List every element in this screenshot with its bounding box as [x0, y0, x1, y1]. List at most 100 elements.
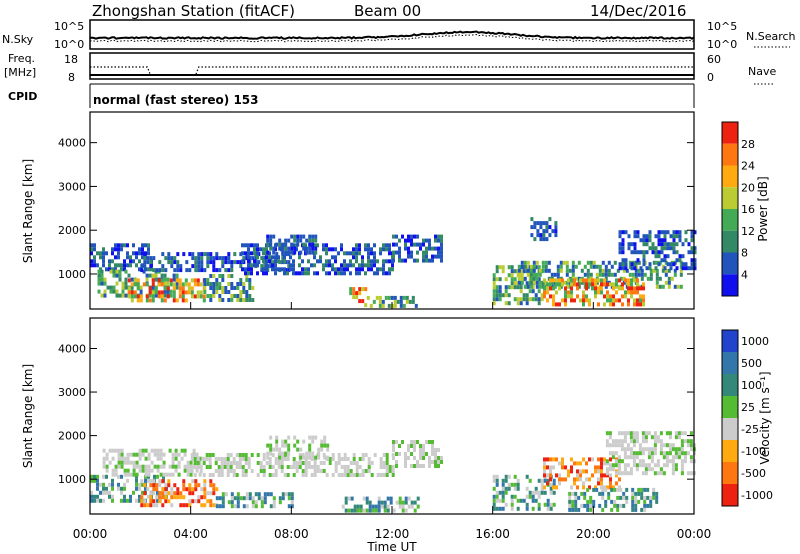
velocity-cell	[135, 464, 139, 469]
velocity-cell	[571, 507, 575, 512]
velocity-cell	[564, 465, 567, 470]
velocity-cell	[568, 491, 572, 496]
power-cell	[146, 260, 150, 265]
power-cell	[355, 247, 358, 252]
velocity-cell	[123, 486, 126, 491]
power-cell	[215, 268, 219, 273]
velocity-cell	[600, 473, 603, 478]
velocity-cell	[614, 471, 618, 476]
power-cell	[126, 263, 129, 268]
power-cell	[90, 263, 93, 268]
velocity-cell	[431, 444, 434, 448]
power-cell	[268, 255, 271, 260]
freq-tick-bottom: 8	[68, 71, 75, 84]
power-cell	[145, 294, 149, 299]
velocity-cell	[149, 503, 153, 508]
velocity-cell	[586, 499, 590, 504]
velocity-cell	[296, 439, 300, 444]
velocity-cell	[371, 504, 375, 509]
power-cell	[242, 282, 246, 286]
power-cell	[112, 285, 116, 290]
velocity-cell	[340, 473, 344, 477]
power-cell	[526, 272, 530, 277]
velocity-cell	[156, 474, 159, 479]
power-cell	[141, 243, 144, 248]
power-cell	[245, 294, 249, 298]
velocity-cell	[156, 468, 160, 473]
power-cell	[175, 278, 179, 283]
power-cell	[583, 264, 587, 269]
velocity-cell	[531, 494, 535, 499]
velocity-cell	[177, 472, 181, 477]
power-cell	[209, 282, 213, 286]
power-cell	[277, 259, 280, 264]
power-cell	[289, 263, 292, 268]
power-cell	[248, 278, 252, 282]
velocity-cell	[236, 500, 240, 505]
velocity-cell	[656, 471, 660, 476]
velocity-ytick-label: 4000	[58, 342, 86, 355]
velocity-cell	[617, 431, 621, 436]
velocity-cell	[295, 465, 299, 469]
power-cell	[504, 301, 508, 306]
velocity-cell	[132, 468, 136, 473]
power-cell	[649, 268, 653, 273]
power-cell	[352, 255, 355, 260]
power-cell	[636, 302, 639, 307]
velocity-cell	[141, 468, 145, 473]
velocity-cell	[552, 502, 556, 507]
power-cell	[256, 271, 259, 276]
velocity-cell	[272, 500, 276, 505]
power-cell	[117, 263, 120, 268]
velocity-cell	[250, 469, 254, 473]
power-cell	[331, 247, 334, 252]
power-cell	[277, 255, 280, 260]
power-cell	[553, 272, 557, 277]
power-cell	[130, 290, 134, 295]
velocity-cell	[386, 496, 390, 501]
velocity-cell	[272, 496, 276, 501]
power-cell	[144, 243, 147, 248]
power-cell	[398, 258, 401, 263]
velocity-cell	[244, 453, 248, 457]
power-cell	[298, 271, 301, 276]
power-cell	[121, 285, 125, 290]
power-cell	[437, 250, 440, 255]
velocity-cell	[158, 479, 162, 484]
velocity-cell	[574, 495, 578, 500]
power-cell	[230, 282, 234, 286]
power-cell	[230, 274, 234, 278]
velocity-cell	[229, 465, 233, 469]
velocity-cell	[238, 453, 242, 457]
power-cell	[358, 287, 362, 292]
power-cell	[262, 251, 265, 256]
velocity-cell	[341, 504, 345, 509]
power-cell	[209, 274, 213, 278]
power-cell	[393, 303, 397, 308]
velocity-cell	[238, 465, 242, 469]
freq-lines	[90, 66, 694, 76]
velocity-cell	[671, 447, 675, 452]
velocity-cell	[138, 452, 142, 457]
velocity-cell	[528, 490, 532, 495]
power-cell	[534, 297, 538, 302]
power-cell	[589, 264, 593, 269]
velocity-cell	[612, 485, 615, 490]
power-cell	[266, 234, 270, 239]
velocity-cell	[164, 483, 168, 488]
power-cell	[164, 268, 168, 273]
power-cell	[388, 247, 391, 252]
power-cell	[615, 290, 618, 295]
power-cell	[622, 280, 626, 285]
velocity-cell	[311, 435, 315, 440]
power-cell	[693, 250, 697, 255]
power-cell	[141, 255, 144, 260]
velocity-cell	[344, 508, 348, 513]
velocity-cell	[158, 483, 162, 488]
power-cell	[567, 278, 570, 283]
power-cell	[296, 234, 300, 239]
power-cell	[227, 274, 231, 278]
power-cell	[687, 242, 691, 247]
power-cell	[139, 294, 143, 299]
power-cell	[120, 263, 123, 268]
